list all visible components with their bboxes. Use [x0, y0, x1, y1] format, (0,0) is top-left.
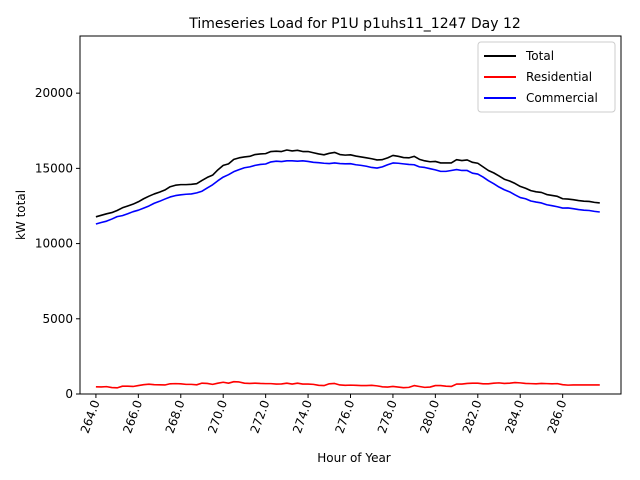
y-tick-label: 0 — [65, 387, 73, 401]
x-tick-label: 270.0 — [205, 398, 230, 435]
y-tick-label: 20000 — [35, 86, 73, 100]
y-axis: 0 5000 10000 15000 20000 — [35, 86, 80, 401]
x-tick-label: 268.0 — [163, 398, 188, 435]
x-tick-label: 276.0 — [332, 398, 357, 435]
x-tick-label: 286.0 — [545, 398, 570, 435]
chart-title: Timeseries Load for P1U p1uhs11_1247 Day… — [188, 16, 521, 32]
series-layer — [95, 149, 600, 389]
legend-label-commercial: Commercial — [526, 91, 598, 105]
y-tick-label: 10000 — [35, 237, 73, 251]
x-tick-label: 274.0 — [290, 398, 315, 435]
y-tick-label: 5000 — [42, 312, 73, 326]
x-tick-label: 264.0 — [78, 398, 103, 435]
series-line-residential — [95, 380, 600, 389]
series-line-total — [95, 149, 600, 218]
x-tick-label: 280.0 — [417, 398, 442, 435]
x-tick-label: 282.0 — [460, 398, 485, 435]
legend: Total Residential Commercial — [477, 41, 616, 113]
legend-label-total: Total — [525, 49, 554, 63]
x-tick-label: 272.0 — [248, 398, 273, 435]
series-line-commercial — [95, 160, 600, 225]
legend-box — [477, 41, 616, 113]
y-axis-label: kW total — [14, 190, 28, 240]
x-tick-label: 266.0 — [120, 398, 145, 435]
legend-label-residential: Residential — [526, 70, 592, 84]
x-axis-label: Hour of Year — [317, 451, 391, 465]
x-axis: 264.0 266.0 268.0 270.0 272.0 274.0 276.0 278.0… — [78, 394, 570, 435]
y-tick-label: 15000 — [35, 161, 73, 175]
x-tick-label: 278.0 — [375, 398, 400, 435]
x-tick-label: 284.0 — [502, 398, 527, 435]
